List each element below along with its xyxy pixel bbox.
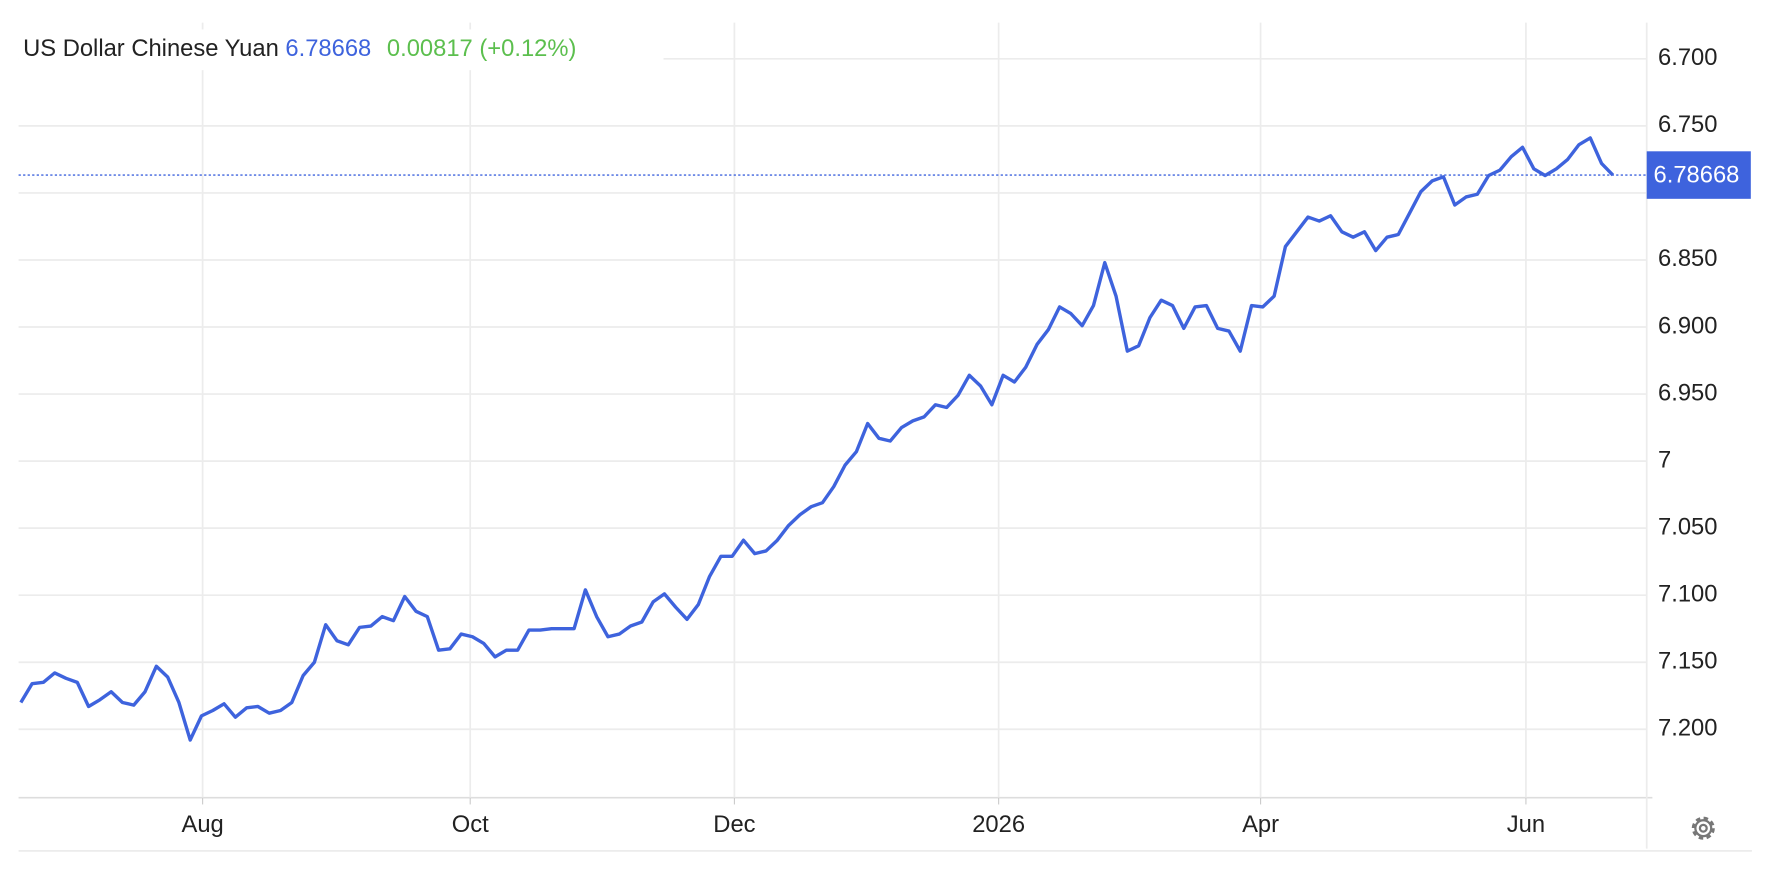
last-price-badge — [1646, 151, 1751, 199]
price: 6.78668 — [285, 35, 371, 62]
ticks: 6.700 6.750 6.850 6.900 6.950 7 7.050 7.100 7.15… — [18, 22, 1717, 838]
gear-hole — [1698, 823, 1708, 833]
header-bg — [18, 29, 664, 71]
instrument-name: US Dollar Chinese Yuan — [23, 35, 279, 62]
plot: 6.78668 — [18, 136, 1751, 742]
x-tick-label: Dec — [713, 811, 755, 838]
y-tick-label: 7.100 — [1658, 580, 1717, 607]
header: US Dollar Chinese Yuan 6.78668 0.00817 (… — [23, 35, 576, 62]
x-tick-label: Jun — [1507, 811, 1545, 838]
y-tick-label: 7.050 — [1658, 513, 1717, 540]
change: 0.00817 (+0.12%) — [387, 35, 576, 62]
y-tick-label: 6.850 — [1658, 245, 1717, 272]
x-tick-label: Oct — [452, 811, 489, 838]
gear-teeth — [1691, 816, 1715, 840]
settings-icon[interactable] — [1691, 816, 1715, 840]
y-tick-label: 6.900 — [1658, 312, 1717, 339]
y-tick-label: 6.700 — [1658, 44, 1717, 71]
y-tick-label: 6.950 — [1658, 379, 1717, 406]
y-tick-label: 6.750 — [1658, 111, 1717, 138]
last-price-label: 6.78668 — [1654, 161, 1740, 188]
gear-body — [1694, 819, 1713, 838]
x-tick-label: Apr — [1242, 811, 1279, 838]
x-tick-label: Aug — [181, 811, 223, 838]
x-tick-label: 2026 — [972, 811, 1025, 838]
price-line — [19, 136, 1615, 742]
y-tick-label: 7 — [1658, 446, 1671, 473]
y-tick-label: 7.200 — [1658, 715, 1717, 742]
y-tick-label: 7.150 — [1658, 648, 1717, 675]
